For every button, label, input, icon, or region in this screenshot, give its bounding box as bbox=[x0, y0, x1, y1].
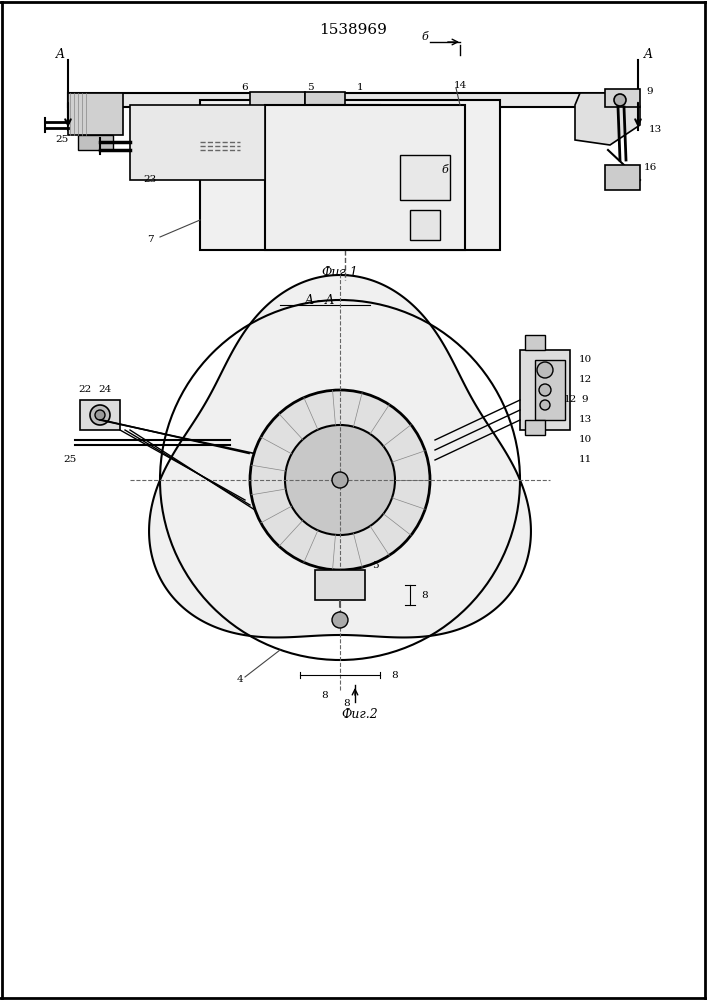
Circle shape bbox=[537, 362, 553, 378]
Bar bbox=[520, 350, 570, 430]
Polygon shape bbox=[149, 275, 531, 637]
Bar bbox=[605, 89, 640, 107]
Text: 8: 8 bbox=[322, 690, 328, 700]
Text: 5: 5 bbox=[307, 84, 313, 93]
Bar bbox=[250, 92, 305, 107]
Text: 24: 24 bbox=[98, 385, 112, 394]
Circle shape bbox=[250, 390, 430, 570]
Text: Фиг.2: Фиг.2 bbox=[341, 708, 378, 722]
Text: 6: 6 bbox=[242, 84, 248, 93]
Text: Фиг.1: Фиг.1 bbox=[322, 265, 358, 278]
Bar bbox=[320, 137, 370, 155]
Text: 11: 11 bbox=[578, 456, 592, 464]
Bar bbox=[400, 155, 450, 200]
Bar bbox=[130, 105, 265, 180]
Text: 1538969: 1538969 bbox=[319, 23, 387, 37]
Bar bbox=[525, 420, 545, 435]
Circle shape bbox=[540, 400, 550, 410]
Text: 13: 13 bbox=[578, 416, 592, 424]
Bar bbox=[200, 100, 500, 250]
Bar bbox=[315, 570, 365, 600]
Text: 4: 4 bbox=[237, 676, 243, 684]
Text: 10: 10 bbox=[578, 436, 592, 444]
Text: 16: 16 bbox=[643, 163, 657, 172]
Text: 8: 8 bbox=[392, 670, 398, 680]
Circle shape bbox=[614, 94, 626, 106]
Bar bbox=[310, 105, 380, 140]
Circle shape bbox=[332, 612, 348, 628]
Text: б: б bbox=[421, 32, 428, 42]
Text: 22: 22 bbox=[78, 385, 92, 394]
Bar bbox=[68, 93, 123, 135]
Circle shape bbox=[95, 410, 105, 420]
Text: 25: 25 bbox=[55, 135, 69, 144]
Text: 25: 25 bbox=[64, 456, 76, 464]
Text: A - A: A - A bbox=[305, 294, 335, 306]
Text: 13: 13 bbox=[648, 125, 662, 134]
Circle shape bbox=[90, 405, 110, 425]
Text: A: A bbox=[643, 48, 653, 62]
Text: б: б bbox=[442, 165, 448, 175]
Text: 10: 10 bbox=[578, 356, 592, 364]
Bar bbox=[535, 360, 565, 420]
Circle shape bbox=[333, 123, 357, 147]
Bar bbox=[78, 135, 113, 150]
Text: 23: 23 bbox=[144, 176, 157, 184]
Text: 12: 12 bbox=[563, 395, 577, 404]
Circle shape bbox=[332, 472, 348, 488]
Bar bbox=[410, 210, 440, 240]
Polygon shape bbox=[575, 93, 640, 145]
Text: 1: 1 bbox=[357, 84, 363, 93]
Bar bbox=[68, 93, 638, 107]
Text: 5: 5 bbox=[372, 560, 378, 570]
Text: A: A bbox=[56, 48, 64, 62]
Text: 9: 9 bbox=[647, 88, 653, 97]
Circle shape bbox=[285, 425, 395, 535]
Bar bbox=[605, 165, 640, 190]
Text: 8: 8 bbox=[344, 698, 350, 708]
Text: 9: 9 bbox=[582, 395, 588, 404]
Bar bbox=[80, 400, 120, 430]
Bar bbox=[525, 335, 545, 350]
Text: 12: 12 bbox=[578, 375, 592, 384]
Text: 8: 8 bbox=[421, 590, 428, 599]
Text: 7: 7 bbox=[146, 235, 153, 244]
Text: 14: 14 bbox=[453, 81, 467, 90]
Bar bbox=[265, 105, 465, 250]
Bar bbox=[305, 92, 345, 107]
Circle shape bbox=[539, 384, 551, 396]
